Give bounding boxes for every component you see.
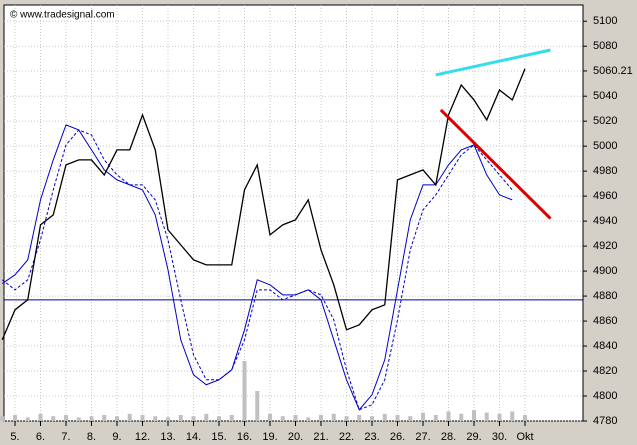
y-tick-label: 4920	[593, 240, 617, 252]
volume-bar	[204, 413, 209, 421]
volume-bar	[153, 416, 158, 421]
volume-bar	[242, 361, 247, 421]
volume-bar	[217, 416, 221, 421]
x-tick-label: 29.	[466, 431, 481, 443]
volume-bar	[319, 415, 323, 421]
x-tick-label: 16.	[237, 431, 252, 443]
x-tick-label: Okt	[516, 431, 533, 443]
x-tick-label: 30.	[492, 431, 507, 443]
volume-bar	[51, 416, 56, 421]
volume-bar	[523, 415, 527, 421]
x-tick-label: 27.	[415, 431, 430, 443]
y-tick-label: 4980	[593, 165, 617, 177]
y-tick-label: 4800	[593, 390, 617, 402]
x-tick-label: 15.	[211, 431, 226, 443]
volume-bar	[38, 413, 43, 421]
volume-bar	[0, 416, 5, 421]
volume-bar	[484, 412, 489, 421]
watermark: © www.tradesignal.com	[10, 10, 115, 21]
volume-bar	[64, 415, 68, 421]
volume-bar	[13, 415, 17, 421]
volume-bar	[293, 415, 298, 421]
x-tick-label: 13.	[160, 431, 175, 443]
y-tick-label: 4900	[593, 265, 617, 277]
x-tick-label: 14.	[186, 431, 201, 443]
volume-bar	[25, 417, 30, 421]
x-tick-label: 12.	[135, 431, 150, 443]
plot-area	[3, 4, 584, 422]
volume-bar	[344, 416, 349, 421]
volume-bar	[306, 417, 311, 421]
x-tick-label: 6.	[36, 431, 45, 443]
y-tick-label: 4860	[593, 315, 617, 327]
x-tick-label: 21.	[313, 431, 328, 443]
volume-bar	[268, 413, 272, 421]
volume-bar	[421, 412, 425, 421]
volume-bar	[370, 416, 374, 421]
x-tick-label: 22.	[339, 431, 354, 443]
y-tick-label: 4840	[593, 340, 617, 352]
volume-bar	[191, 416, 196, 421]
y-tick-label: 4940	[593, 215, 617, 227]
volume-bar	[510, 411, 515, 421]
x-tick-label: 19.	[262, 431, 277, 443]
x-tick-label: 7.	[61, 431, 70, 443]
volume-bar	[115, 416, 119, 421]
x-tick-label: 5.	[10, 431, 19, 443]
x-tick-label: 26.	[390, 431, 405, 443]
volume-bar	[76, 417, 81, 421]
volume-bar	[433, 415, 438, 421]
y-tick-label: 4820	[593, 365, 617, 377]
volume-bar	[229, 415, 234, 421]
volume-bar	[382, 413, 387, 421]
series-line	[1, 124, 513, 411]
x-tick-label: 20.	[288, 431, 303, 443]
volume-bar	[395, 415, 400, 421]
y-tick-label: 4880	[593, 290, 617, 302]
volume-bar	[472, 410, 476, 421]
y-tick-label: 4780	[593, 415, 617, 427]
y-tick-label: 5040	[593, 90, 617, 102]
volume-bar	[357, 415, 362, 421]
volume-bar	[140, 415, 145, 421]
volume-bar	[497, 413, 502, 421]
y-tick-label: 5000	[593, 140, 617, 152]
x-tick-label: 9.	[112, 431, 121, 443]
volume-bar	[446, 411, 451, 421]
x-tick-label: 8.	[87, 431, 96, 443]
x-tick-label: 28.	[441, 431, 456, 443]
volume-bar	[331, 413, 336, 421]
series-line	[1, 68, 526, 341]
series-line	[1, 129, 513, 411]
y-tick-label: 5100	[593, 15, 617, 27]
x-tick-label: 23.	[364, 431, 379, 443]
volume-bar	[178, 415, 183, 421]
y-tick-label: 5020	[593, 115, 617, 127]
y-tick-label: 5060.21	[593, 65, 633, 77]
y-tick-label: 4960	[593, 190, 617, 202]
volume-bar	[280, 416, 285, 421]
volume-bar	[408, 416, 413, 421]
volume-bar	[102, 415, 107, 421]
volume-bar	[166, 417, 170, 421]
trendline	[435, 48, 551, 77]
volume-bar	[89, 416, 94, 421]
volume-bar	[127, 413, 132, 421]
y-tick-label: 5080	[593, 40, 617, 52]
volume-bar	[459, 413, 464, 421]
volume-bar	[255, 391, 260, 421]
trendline	[439, 108, 552, 220]
